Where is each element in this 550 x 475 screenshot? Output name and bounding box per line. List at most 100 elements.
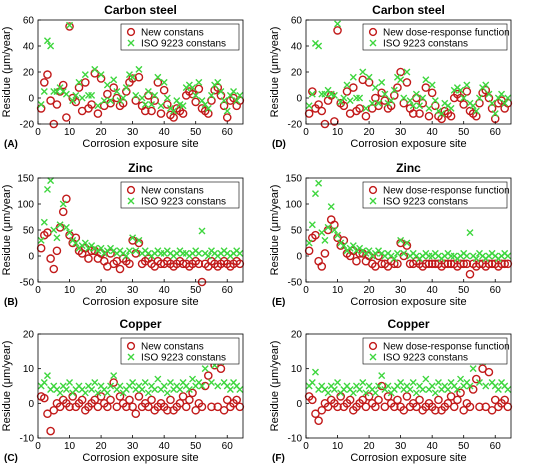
data-point-circle	[317, 106, 327, 116]
data-point-x	[43, 37, 51, 45]
data-point-circle	[412, 402, 421, 412]
legend-frame	[120, 181, 240, 209]
data-point-x	[110, 372, 118, 380]
data-point-x	[62, 223, 70, 231]
data-point-circle	[62, 113, 71, 122]
data-point-circle	[446, 392, 456, 401]
y-tick-label: 150	[17, 174, 34, 185]
data-point-circle	[191, 405, 200, 415]
x-tick-label: 40	[427, 127, 439, 138]
y-tick-label: -10	[288, 434, 303, 445]
y-tick-label: -50	[20, 278, 35, 289]
data-point-circle	[399, 405, 409, 415]
x-tick-label: 0	[303, 441, 309, 452]
data-point-circle	[481, 85, 491, 95]
data-point-circle	[77, 395, 87, 405]
data-point-circle	[371, 93, 380, 103]
data-point-x	[397, 236, 405, 244]
data-point-x	[154, 73, 162, 81]
data-point-x	[330, 385, 338, 393]
data-point-circle	[122, 87, 131, 96]
y-tick-label: 40	[23, 42, 35, 53]
data-point-circle	[178, 392, 188, 401]
x-tick-label: 0	[303, 285, 309, 296]
data-point-circle	[150, 96, 159, 105]
data-point-x	[403, 68, 411, 76]
y-tick-label: 50	[23, 226, 35, 237]
y-tick-label: 20	[291, 68, 303, 79]
x-tick-label: 40	[427, 285, 439, 296]
x-tick-label: 40	[159, 127, 171, 138]
data-point-circle	[46, 254, 55, 263]
data-point-x	[40, 88, 48, 95]
axis-frame	[305, 333, 512, 439]
data-point-circle	[46, 426, 55, 436]
data-point-circle	[55, 402, 65, 412]
data-point-circle	[112, 402, 122, 412]
y-tick-label: 20	[23, 68, 35, 79]
data-point-x	[334, 379, 342, 387]
y-tick-label: -20	[20, 120, 35, 131]
data-point-circle	[144, 402, 153, 412]
data-point-circle	[235, 402, 245, 412]
data-point-x	[375, 99, 383, 107]
legend-entry: ISO 9223 constans	[383, 39, 468, 50]
data-point-circle	[424, 111, 434, 121]
legend-swatch-x	[127, 353, 135, 361]
data-point-circle	[235, 259, 245, 269]
data-point-x	[466, 382, 474, 390]
data-point-circle	[216, 364, 226, 373]
legend-entry: ISO 9223 constans	[383, 197, 468, 208]
x-tick-label: 30	[127, 441, 139, 452]
data-point-x	[81, 239, 89, 247]
data-point-x	[422, 76, 430, 84]
data-point-x	[163, 389, 171, 397]
data-point-circle	[408, 109, 418, 118]
data-point-x	[154, 375, 162, 383]
data-point-x	[37, 236, 45, 244]
data-point-x	[100, 97, 108, 105]
data-point-circle	[487, 104, 497, 113]
x-tick-label: 20	[96, 441, 108, 452]
data-point-x	[132, 247, 140, 255]
data-point-x	[334, 20, 342, 28]
data-point-circle	[465, 402, 475, 412]
data-point-x	[236, 385, 244, 393]
data-point-x	[119, 94, 127, 102]
panel-letter: (A)	[4, 139, 18, 150]
data-point-x	[305, 239, 313, 247]
data-point-x	[343, 81, 351, 89]
data-point-circle	[503, 402, 513, 412]
data-point-circle	[396, 67, 405, 77]
data-point-x	[460, 94, 468, 102]
data-point-x	[381, 90, 389, 98]
data-point-circle	[159, 85, 169, 95]
data-point-circle	[424, 259, 434, 269]
data-point-x	[47, 42, 55, 50]
y-tick-label: 0	[296, 399, 302, 410]
data-point-x	[125, 247, 133, 255]
data-point-circle	[169, 113, 178, 122]
x-tick-label: 50	[190, 285, 202, 296]
data-point-x	[185, 385, 193, 393]
legend-frame	[120, 337, 240, 365]
legend-entry: New constans	[141, 28, 204, 39]
data-point-circle	[62, 194, 71, 204]
x-tick-label: 50	[190, 441, 202, 452]
panel-letter: (D)	[272, 139, 286, 150]
data-point-circle	[109, 378, 118, 387]
data-point-circle	[320, 249, 330, 258]
data-point-circle	[427, 88, 437, 98]
data-point-x	[157, 102, 165, 110]
legend-swatch-circle	[126, 27, 136, 37]
data-point-circle	[330, 117, 339, 126]
data-point-x	[457, 86, 465, 94]
data-point-x	[110, 76, 118, 84]
legend-entry: New constans	[141, 342, 204, 353]
legend-swatch-circle	[126, 185, 136, 195]
data-point-circle	[304, 246, 314, 256]
